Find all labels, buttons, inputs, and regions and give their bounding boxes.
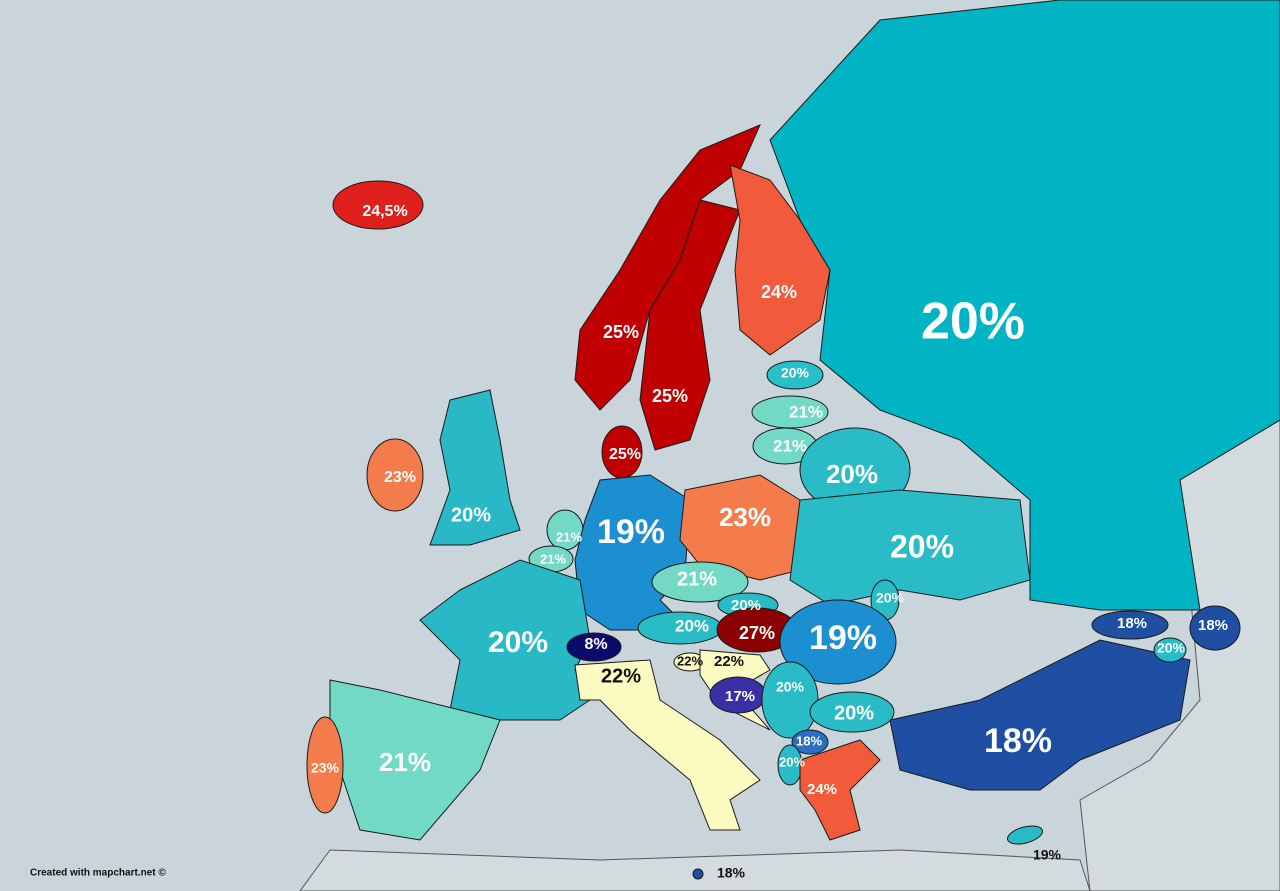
region — [574, 659, 761, 831]
region — [1189, 605, 1241, 651]
region-label: 20% — [675, 616, 709, 635]
region — [566, 632, 622, 662]
region — [799, 739, 881, 841]
region-label: 24% — [761, 282, 797, 302]
region — [1153, 637, 1187, 663]
region-label: 19% — [597, 513, 665, 551]
region — [809, 691, 895, 733]
region-label: 21% — [556, 529, 582, 544]
region-label: 22% — [677, 653, 703, 668]
region-label: 20% — [890, 528, 954, 564]
region — [692, 868, 704, 880]
region-label: 8% — [584, 636, 607, 653]
region-label: 23% — [311, 760, 340, 776]
region-label: 18% — [1117, 615, 1147, 632]
region — [1006, 825, 1044, 845]
region-label: 20% — [834, 702, 874, 724]
region-label: 20% — [451, 504, 491, 526]
region-label: 21% — [789, 402, 823, 421]
region — [769, 0, 1280, 611]
region-label: 20% — [731, 597, 761, 614]
region-label: 17% — [725, 688, 755, 705]
region — [639, 199, 741, 451]
region-label: 23% — [719, 502, 771, 532]
region-label: 18% — [796, 733, 822, 748]
region-label: 23% — [384, 469, 416, 486]
region-label: 20% — [781, 365, 810, 381]
region-label: 18% — [984, 722, 1052, 760]
region — [1091, 610, 1169, 640]
region — [766, 360, 824, 390]
region — [889, 639, 1191, 791]
region-label: 21% — [379, 747, 431, 777]
region-label: 25% — [609, 446, 641, 463]
region-label: 20% — [779, 754, 805, 769]
region-label: 20% — [826, 459, 878, 489]
region-label: 18% — [717, 865, 746, 881]
region — [419, 559, 591, 721]
region — [651, 561, 749, 603]
region-label: 25% — [603, 322, 639, 342]
region — [779, 599, 897, 685]
region-label: 18% — [1198, 617, 1228, 634]
region — [429, 389, 521, 546]
other-land — [1079, 419, 1280, 891]
region — [789, 489, 1031, 606]
region-label: 21% — [677, 568, 717, 590]
region-label: 20% — [1157, 640, 1186, 656]
region-label: 27% — [739, 623, 775, 643]
footer: Created with mapchart.net © — [30, 868, 166, 879]
region-label: 19% — [809, 619, 877, 657]
region-label: 24,5% — [362, 203, 407, 220]
region-label: 22% — [714, 653, 744, 670]
region-label: 20% — [921, 293, 1025, 351]
region — [366, 438, 424, 512]
region-label: 19% — [1033, 847, 1062, 863]
region — [679, 474, 801, 581]
region-label: 21% — [773, 436, 807, 455]
region-label: 20% — [776, 679, 805, 695]
regions — [306, 0, 1280, 880]
region-label: 25% — [652, 386, 688, 406]
region — [729, 164, 831, 356]
region — [761, 661, 819, 739]
region — [332, 180, 424, 230]
region-label: 21% — [540, 551, 566, 566]
region-label: 20% — [876, 590, 905, 606]
labels: 24,5%25%25%25%24%20%20%21%21%20%23%20%21… — [311, 203, 1228, 880]
region — [306, 716, 344, 814]
region-label: 24% — [807, 781, 837, 798]
region-label: 20% — [488, 626, 548, 659]
region — [791, 729, 829, 755]
region-label: 22% — [601, 665, 641, 687]
